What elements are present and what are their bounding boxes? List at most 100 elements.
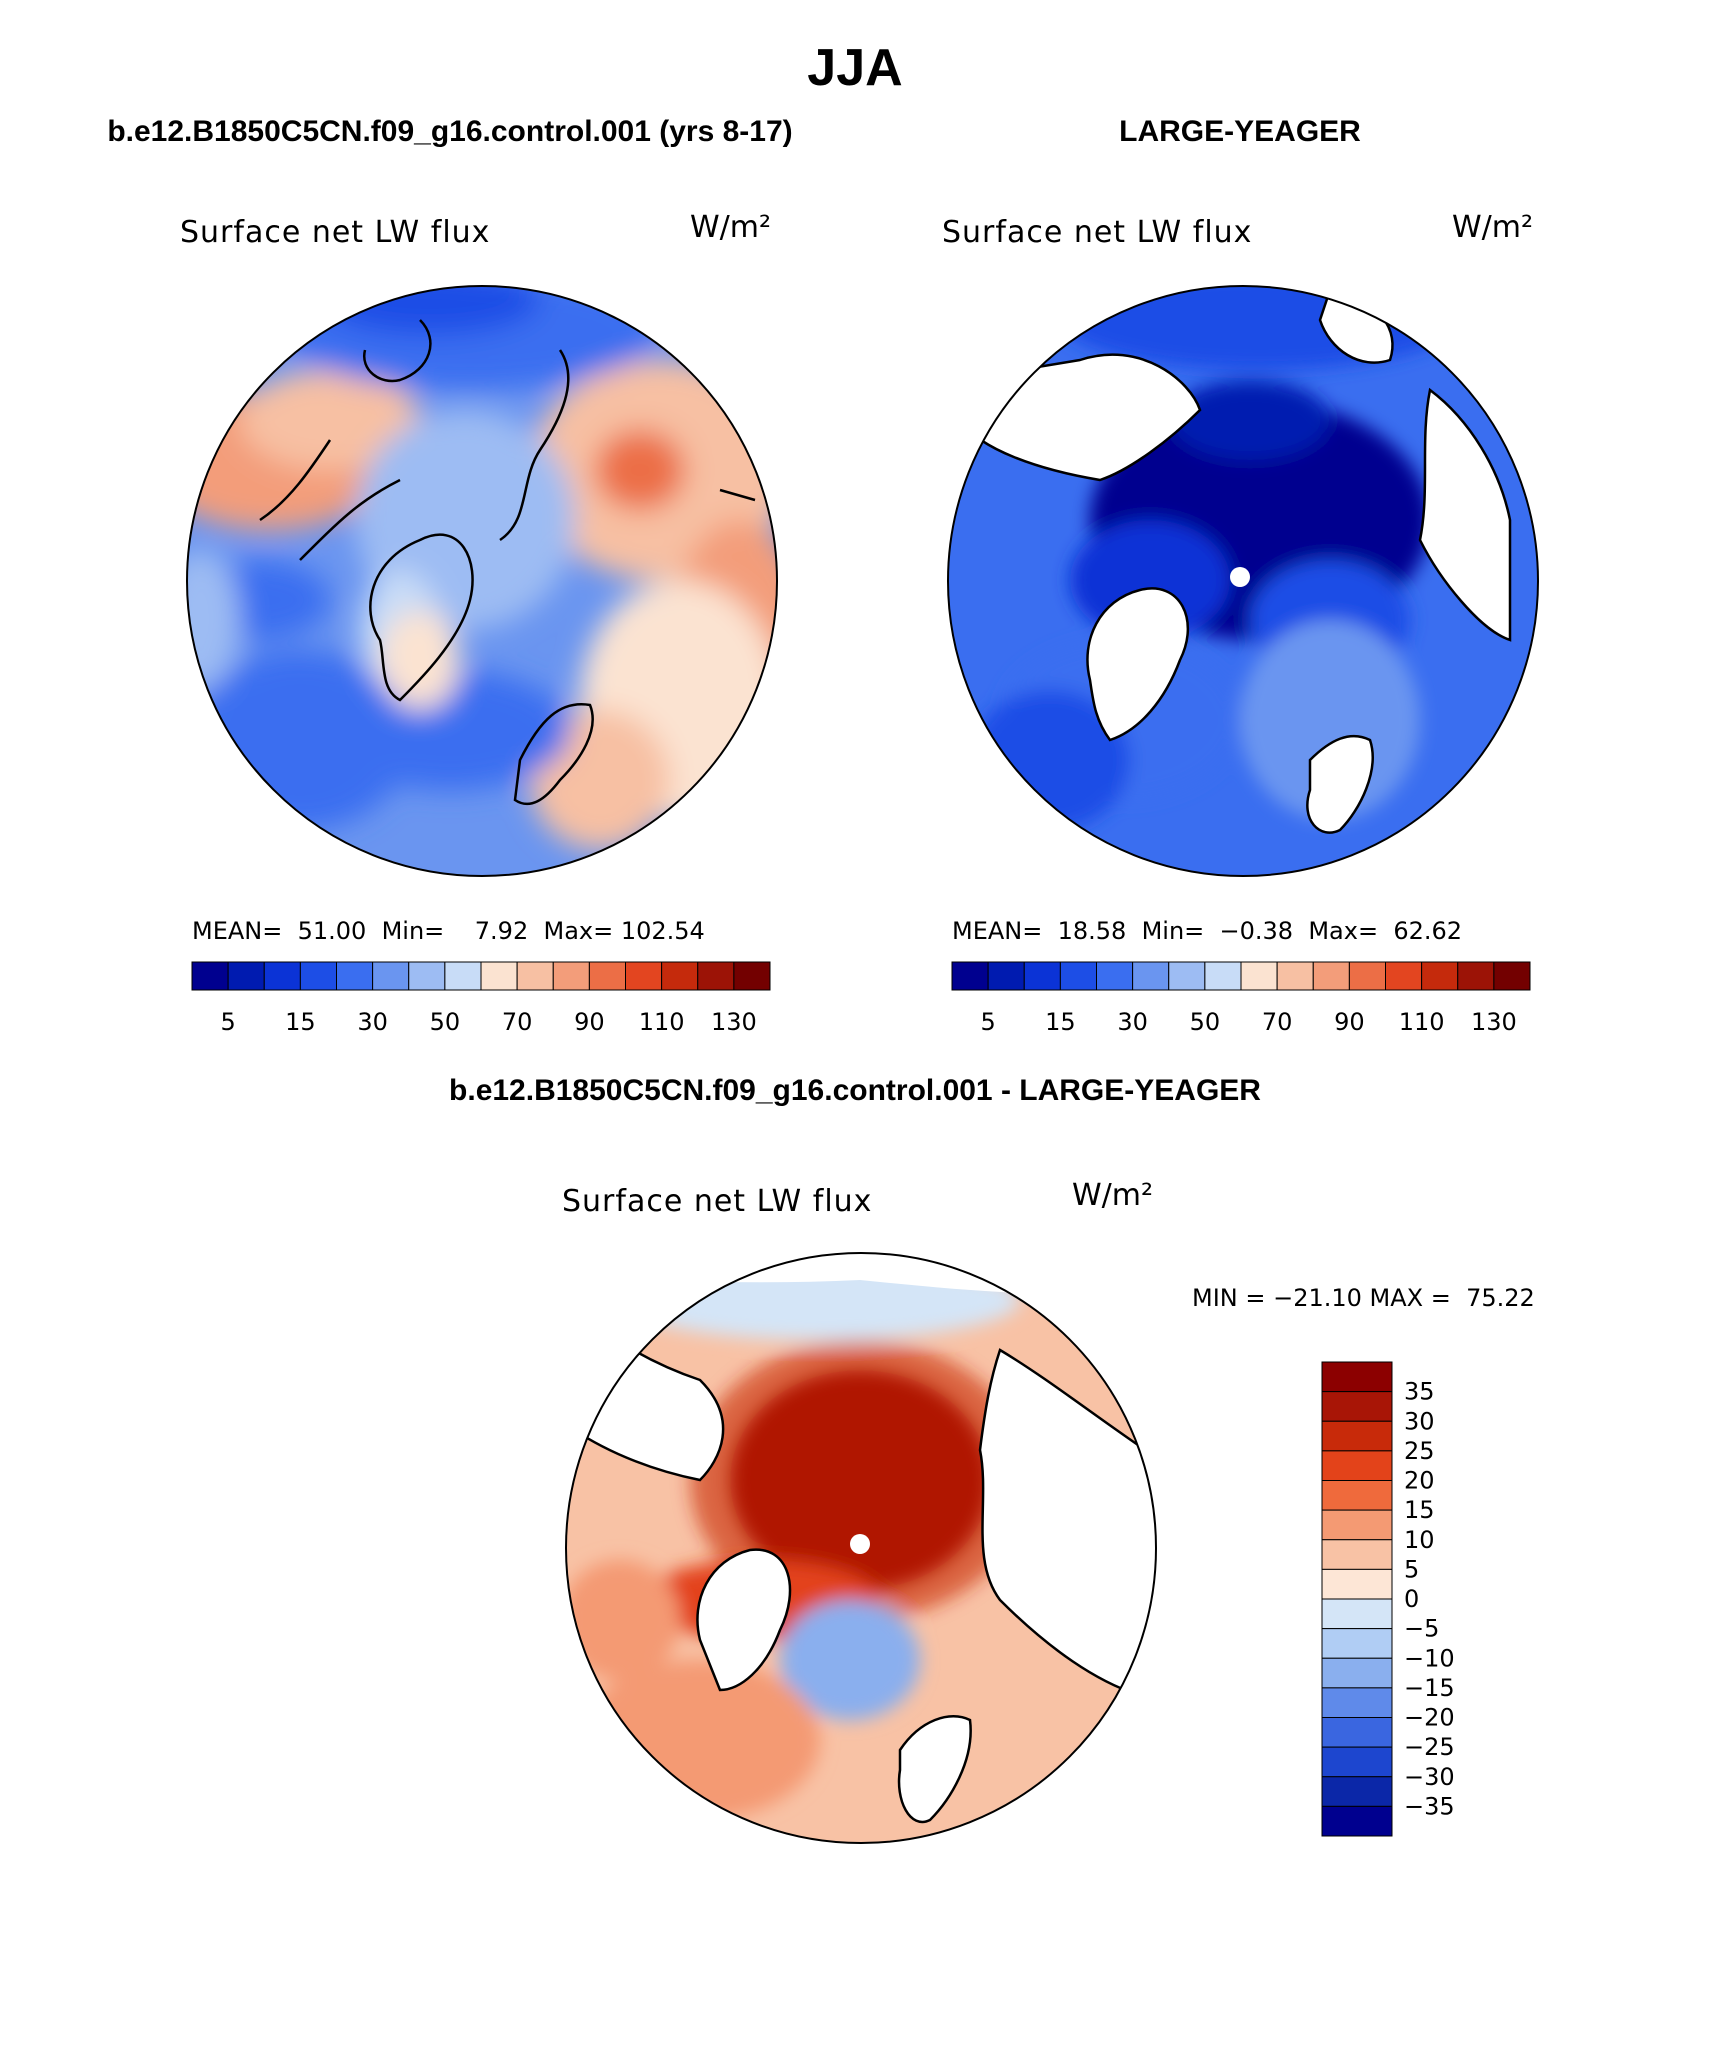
colorbar-swatch [1312, 961, 1350, 991]
colorbar-tick-label: 5 [980, 1008, 995, 1036]
page-title: JJA [807, 39, 903, 97]
panel-title-difference: b.e12.B1850C5CN.f09_g16.control.001 - LA… [449, 1074, 1261, 1107]
units-label: W/m² [1452, 210, 1534, 245]
colorbar-swatch [552, 961, 590, 991]
colorbar-tick-label: −30 [1404, 1763, 1455, 1791]
colorbar-large-yeager: 5 15 30 50 70 90 110 130 [951, 961, 1531, 1036]
variable-label: Surface net LW flux [180, 215, 491, 250]
panel-title-control: b.e12.B1850C5CN.f09_g16.control.001 (yrs… [107, 115, 793, 148]
colorbar-swatch [1321, 1361, 1393, 1393]
units-label: W/m² [1072, 1178, 1154, 1213]
colorbar-swatch [1240, 961, 1278, 991]
colorbar-swatch [1321, 1628, 1393, 1659]
colorbar-swatch [1493, 961, 1531, 991]
colorbar-swatch [1421, 961, 1459, 991]
colorbar-tick-label: 20 [1404, 1467, 1435, 1495]
colorbar-tick-label: 90 [574, 1008, 605, 1036]
colorbar-swatch [1321, 1746, 1393, 1778]
colorbar-swatch [1457, 961, 1495, 991]
colorbar-tick-label: 70 [502, 1008, 533, 1036]
colorbar-swatch [588, 961, 626, 991]
colorbar-swatch [372, 961, 410, 991]
colorbar-swatch [1168, 961, 1206, 991]
range-readout: MIN = −21.10 MAX = 75.22 [1192, 1284, 1535, 1312]
colorbar-swatch [1321, 1805, 1393, 1837]
colorbar-swatch [444, 961, 482, 991]
colorbar-tick-label: 25 [1404, 1437, 1435, 1465]
colorbar-tick-label: 30 [1404, 1407, 1435, 1435]
colorbar-swatch [227, 961, 265, 991]
colorbar-tick-label: 50 [430, 1008, 461, 1036]
colorbar-swatch [1385, 961, 1423, 991]
colorbar-tick-label: 5 [1404, 1555, 1419, 1583]
colorbar-swatch [1321, 1391, 1393, 1422]
panel-title-large-yeager: LARGE-YEAGER [1119, 115, 1361, 148]
colorbar-swatch [1321, 1657, 1393, 1689]
colorbar-tick-label: 130 [711, 1008, 757, 1036]
colorbar-swatch [336, 961, 374, 991]
colorbar-swatch [1204, 961, 1242, 991]
colorbar-tick-label: 110 [1399, 1008, 1445, 1036]
colorbar-swatch [516, 961, 554, 991]
colorbar-swatch [1059, 961, 1097, 991]
colorbar-tick-label: 30 [1117, 1008, 1148, 1036]
colorbar-swatch [661, 961, 699, 991]
colorbar-tick-label: −35 [1404, 1792, 1455, 1820]
colorbar-swatch [480, 961, 518, 991]
variable-label: Surface net LW flux [562, 1184, 873, 1219]
colorbar-swatch [408, 961, 446, 991]
colorbar-swatch [1321, 1568, 1393, 1600]
colorbar-tick-label: 10 [1404, 1526, 1435, 1554]
pole-hole [850, 1534, 870, 1554]
colorbar-swatch [1321, 1598, 1393, 1630]
colorbar-tick-label: 15 [285, 1008, 316, 1036]
colorbar-tick-label: 70 [1262, 1008, 1293, 1036]
colorbar-tick-label: −5 [1404, 1615, 1439, 1643]
colorbar-tick-label: 15 [1404, 1496, 1435, 1524]
colorbar-tick-label: 0 [1404, 1585, 1419, 1613]
colorbar-tick-label: 35 [1404, 1378, 1435, 1406]
variable-label: Surface net LW flux [942, 215, 1253, 250]
colorbar-swatch [733, 961, 771, 991]
map-large-yeager [947, 285, 1539, 877]
colorbar-swatch [299, 961, 337, 991]
colorbar-swatch [697, 961, 735, 991]
map-control [186, 285, 778, 877]
colorbar-swatch [1321, 1717, 1393, 1748]
colorbar-swatch [1321, 1687, 1393, 1718]
map-difference [565, 1252, 1157, 1844]
colorbar-swatch [625, 961, 663, 991]
stats-readout: MEAN= 51.00 Min= 7.92 Max= 102.54 [192, 917, 705, 945]
colorbar-swatch [1321, 1776, 1393, 1807]
pole-hole [1230, 567, 1250, 587]
colorbar-swatch [987, 961, 1025, 991]
units-label: W/m² [690, 210, 772, 245]
colorbar-swatch [1321, 1539, 1393, 1570]
colorbar-swatch [1276, 961, 1314, 991]
colorbar-tick-label: 15 [1045, 1008, 1076, 1036]
colorbar-swatch [263, 961, 301, 991]
colorbar-swatch [1348, 961, 1386, 991]
colorbar-tick-label: 30 [357, 1008, 388, 1036]
stats-readout: MEAN= 18.58 Min= −0.38 Max= 62.62 [952, 917, 1463, 945]
colorbar-control: 5 15 30 50 70 90 110 130 [191, 961, 771, 1036]
colorbar-tick-label: 110 [639, 1008, 685, 1036]
colorbar-tick-label: −15 [1404, 1674, 1455, 1702]
colorbar-tick-label: 90 [1334, 1008, 1365, 1036]
colorbar-tick-label: 130 [1471, 1008, 1517, 1036]
colorbar-swatch [1321, 1480, 1393, 1511]
colorbar-swatch [951, 961, 989, 991]
colorbar-tick-label: 50 [1190, 1008, 1221, 1036]
colorbar-tick-label: −25 [1404, 1733, 1455, 1761]
colorbar-tick-label: −20 [1404, 1704, 1455, 1732]
colorbar-swatch [1023, 961, 1061, 991]
colorbar-swatch [1132, 961, 1170, 991]
colorbar-tick-label: −10 [1404, 1644, 1455, 1672]
colorbar-tick-label: 5 [220, 1008, 235, 1036]
colorbar-swatch [1096, 961, 1134, 991]
colorbar-swatch [191, 961, 229, 991]
colorbar-swatch [1321, 1509, 1393, 1541]
colorbar-swatch [1321, 1420, 1393, 1452]
